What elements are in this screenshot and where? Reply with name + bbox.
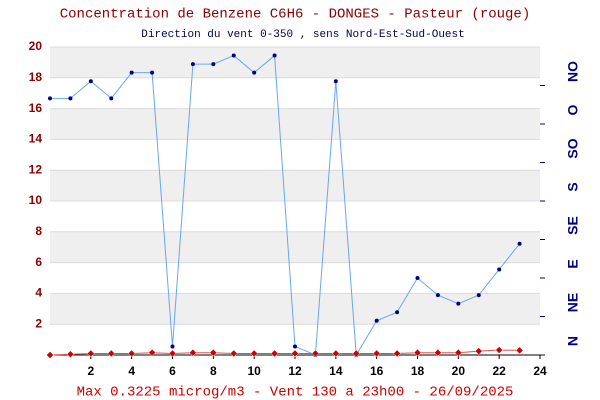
- point: [48, 96, 52, 101]
- point: [331, 349, 340, 358]
- x-tick-label: 8: [210, 364, 217, 378]
- point: [189, 348, 197, 357]
- y-tick-label: 10: [29, 193, 43, 207]
- grid-band: [50, 170, 540, 201]
- point: [170, 344, 175, 349]
- point: [250, 349, 259, 358]
- point: [393, 349, 401, 358]
- point: [497, 267, 502, 272]
- x-tick-label: 20: [452, 364, 466, 378]
- point: [352, 349, 361, 358]
- chart-footer: Max 0.3225 microg/m3 - Vent 130 a 23h00 …: [77, 385, 514, 400]
- grid-band: [50, 47, 540, 78]
- x-tick-label: 2: [87, 364, 94, 378]
- point: [272, 53, 277, 58]
- point: [435, 293, 440, 298]
- y2-tick-label: O: [565, 104, 581, 115]
- point: [86, 349, 95, 358]
- point: [333, 79, 338, 84]
- point: [293, 344, 297, 349]
- x-tick-label: 14: [329, 364, 343, 378]
- point: [395, 310, 400, 315]
- y-tick-label: 6: [35, 255, 42, 269]
- point: [109, 96, 114, 101]
- y-tick-label: 18: [29, 70, 43, 84]
- point: [150, 70, 155, 75]
- x-tick-label: 24: [533, 364, 547, 378]
- y-tick-label: 8: [35, 224, 42, 238]
- y-tick-label: 12: [29, 162, 43, 176]
- point: [148, 348, 156, 357]
- point: [495, 346, 504, 354]
- point: [454, 348, 463, 357]
- point: [291, 349, 299, 358]
- point: [231, 53, 236, 58]
- point: [88, 79, 93, 84]
- y-tick-label: 16: [29, 101, 43, 115]
- grid-band: [50, 108, 540, 140]
- grid-band: [50, 231, 540, 263]
- series-line: [50, 54, 520, 357]
- point: [474, 347, 483, 356]
- x-tick-label: 12: [288, 364, 302, 378]
- point: [413, 348, 422, 357]
- y2-tick-label: SE: [565, 216, 581, 235]
- grid-band: [50, 293, 540, 325]
- series-line: [49, 349, 520, 356]
- x-tick-label: 4: [128, 364, 135, 378]
- point: [211, 62, 216, 67]
- point: [374, 318, 379, 323]
- point: [127, 349, 136, 358]
- y-tick-label: 2: [35, 316, 42, 330]
- point: [229, 349, 238, 358]
- y2-tick-label: NO: [565, 61, 581, 82]
- x-tick-label: 6: [169, 364, 176, 378]
- x-tick-label: 16: [370, 364, 384, 378]
- point: [168, 349, 177, 358]
- point: [434, 348, 442, 357]
- point: [476, 293, 481, 298]
- point: [372, 349, 381, 358]
- chart-title: Concentration de Benzene C6H6 - DONGES -…: [60, 7, 530, 23]
- point: [68, 96, 73, 101]
- y-tick-label: 14: [29, 132, 43, 146]
- point: [311, 349, 320, 358]
- chart-subtitle: Direction du vent 0-350 , sens Nord-Est-…: [141, 29, 464, 41]
- point: [107, 349, 116, 358]
- y2-tick-label: S: [565, 182, 581, 191]
- x-tick-label: 18: [411, 364, 425, 378]
- point: [456, 301, 461, 306]
- y2-tick-label: N: [565, 336, 581, 346]
- point: [190, 62, 195, 67]
- y-tick-label: 4: [35, 286, 42, 300]
- point: [415, 276, 420, 280]
- y2-tick-label: E: [565, 259, 581, 268]
- point: [129, 70, 134, 75]
- point: [252, 70, 257, 75]
- point: [270, 349, 279, 358]
- x-tick-label: 22: [492, 364, 506, 378]
- point: [46, 351, 54, 359]
- y2-tick-label: NE: [565, 293, 581, 312]
- point: [66, 350, 75, 359]
- y-tick-label: 20: [29, 39, 43, 53]
- point: [517, 241, 522, 246]
- x-tick-label: 10: [247, 364, 261, 378]
- point: [515, 346, 524, 355]
- y2-tick-label: SO: [565, 138, 581, 158]
- point: [209, 348, 218, 357]
